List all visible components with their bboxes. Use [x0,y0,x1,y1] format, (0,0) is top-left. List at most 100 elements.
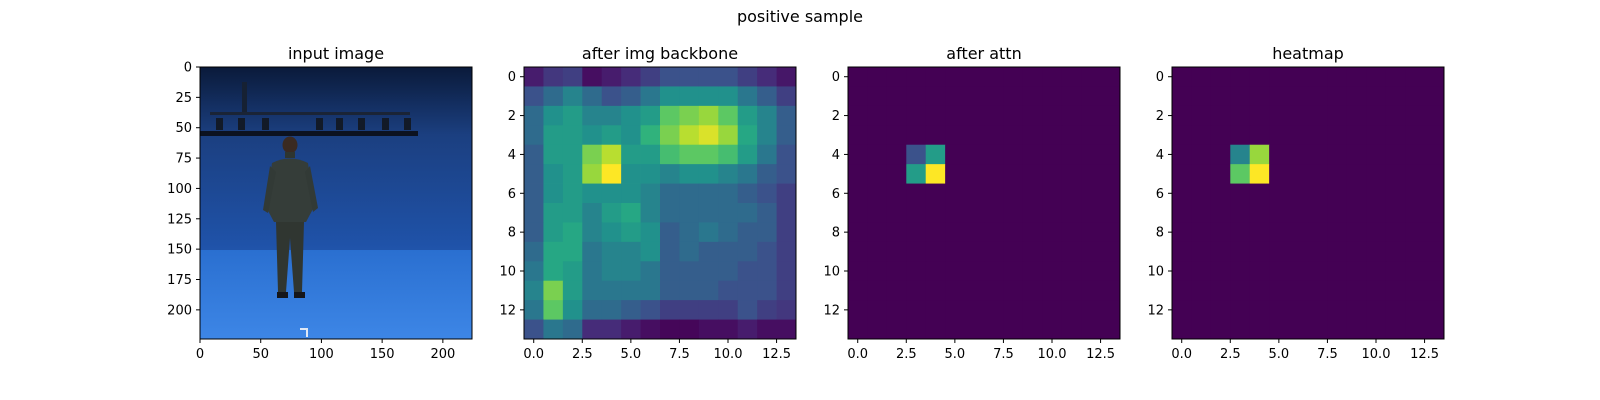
heatmap-cell [601,164,622,184]
heatmap-cell [776,222,797,243]
heatmap-cell [1327,144,1348,165]
heatmap-cell [886,86,907,107]
heatmap-cell [1081,280,1101,301]
heatmap-cell [1249,222,1270,243]
y-tick-label: 0 [832,70,840,85]
heatmap-cell [925,222,946,243]
heatmap-cell [562,280,583,301]
heatmap-cell [718,105,739,126]
heatmap-cell [1269,280,1289,301]
heatmap-cell [601,105,622,126]
heatmap-cell [1003,203,1024,223]
heatmap-cell [1269,300,1289,320]
heatmap-cell [964,86,985,107]
y-tick-label: 6 [1156,187,1164,202]
heatmap-cell [925,183,946,204]
heatmap-cell [867,203,888,223]
y-tick-label: 0 [1156,70,1164,85]
heatmap-cell [757,300,777,320]
heatmap-cell [582,144,603,165]
heatmap-cell [562,105,583,126]
heatmap-cell [1172,300,1192,320]
heatmap-cell [543,164,564,184]
heatmap-cell [1424,319,1445,340]
heatmap-cell [1346,125,1367,146]
heatmap-cell [1210,125,1231,146]
heatmap-cell [1042,261,1063,282]
heatmap-cell [1061,319,1082,340]
heatmap-cell [562,125,583,146]
heatmap-cell [1230,164,1251,184]
heatmap-cell [1100,105,1121,126]
photo-floor-mark [300,328,308,330]
heatmap-cell [1210,241,1231,262]
heatmap-cell [1327,67,1348,87]
heatmap-cell [1100,144,1121,165]
photo-floor [200,250,472,339]
heatmap-cell [1308,261,1328,282]
heatmap-cell [886,203,907,223]
heatmap-cell [964,280,985,301]
heatmap-cell [582,319,603,340]
heatmap-cell [1424,125,1445,146]
heatmap-cell [906,222,927,243]
heatmap-cell [660,67,680,87]
heatmap-cell [1327,280,1348,301]
heatmap-cell [984,261,1004,282]
heatmap-cell [1100,241,1121,262]
heatmap-cell [1172,183,1192,204]
heatmap-cell [718,222,739,243]
heatmap-cell [1022,203,1043,223]
heatmap-cell [1172,280,1192,301]
heatmap-cell [1100,280,1121,301]
heatmap-cell [1100,203,1121,223]
heatmap-cell [640,86,661,107]
heatmap-cell [964,300,985,320]
heatmap-cell [1366,203,1387,223]
heatmap-cell [1022,280,1043,301]
heatmap-cell [679,105,700,126]
heatmap-cell [925,280,946,301]
heatmap-cell [757,125,777,146]
heatmap-cell [698,164,719,184]
heatmap-cell [1022,241,1043,262]
heatmap-cell [1346,105,1367,126]
heatmap-cell [1061,67,1082,87]
heatmap-cell [660,280,680,301]
heatmap-cell [1405,67,1425,87]
heatmap-cell [1288,280,1309,301]
axes-frame [523,66,797,340]
heatmap-cell [1191,261,1212,282]
heatmap-cell [1249,86,1270,107]
panel-input-image: input image [167,44,473,362]
heatmap-cell [1424,105,1445,126]
heatmap-cell [1081,241,1101,262]
heatmap-cell [543,203,564,223]
heatmap-cell [1249,125,1270,146]
x-tick-label: 0 [196,347,204,362]
heatmap-cell [1308,144,1328,165]
heatmap-cell [1385,222,1406,243]
heatmap-cell [543,222,564,243]
y-tick-label: 25 [175,91,192,106]
heatmap-cell [524,183,544,204]
heatmap-cell [1269,86,1289,107]
heatmap-cell [524,105,544,126]
heatmap-cell [964,105,985,126]
heatmap-cell [621,105,641,126]
heatmap-cell [848,203,868,223]
heatmap-cell [1022,300,1043,320]
heatmap-cell [984,319,1004,340]
heatmap-cell [1405,144,1425,165]
heatmap-cell [757,183,777,204]
heatmap-cell [1210,261,1231,282]
heatmap-cell [1081,222,1101,243]
heatmap-cell [1061,280,1082,301]
x-tick-label: 5.0 [945,347,966,362]
heatmap-cell [1405,203,1425,223]
panel-title: input image [288,44,384,63]
heatmap-cell [543,125,564,146]
heatmap-cell [945,280,965,301]
heatmap-cell [984,125,1004,146]
heatmap-cell [1308,67,1328,87]
